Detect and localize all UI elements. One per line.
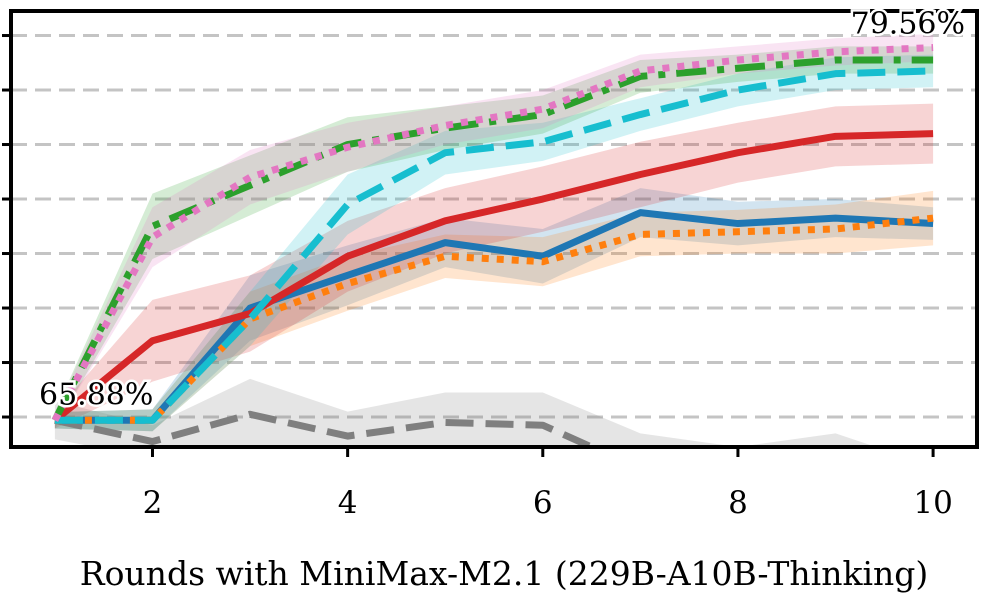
plot-frame bbox=[9, 9, 979, 449]
annotation-0: 65.88% bbox=[39, 377, 153, 412]
axis-ticks: 2 4 6 8 10 bbox=[2, 34, 953, 521]
green-dashdot-line bbox=[51, 56, 934, 422]
red-solid-line bbox=[52, 130, 934, 424]
confidence-bands bbox=[54, 33, 934, 447]
pink-dotted-line bbox=[51, 44, 934, 422]
orange-dotted-band bbox=[54, 190, 934, 432]
blue-solid-band bbox=[54, 188, 934, 432]
series-lines bbox=[51, 44, 934, 447]
cyan-dashed-band bbox=[54, 54, 934, 432]
x-tick-label-1: 4 bbox=[338, 485, 358, 521]
x-axis-label: Rounds with MiniMax-M2.1 (229B-A10B-Thin… bbox=[80, 554, 929, 593]
blue-solid-line bbox=[54, 209, 934, 424]
x-tick-label-0: 2 bbox=[143, 485, 163, 521]
x-tick-label-3: 8 bbox=[728, 485, 748, 521]
x-tick-label-4: 10 bbox=[913, 485, 952, 521]
cyan-dashed-line bbox=[54, 67, 934, 424]
pink-dotted-band bbox=[54, 33, 934, 429]
annotations: 65.88% 79.56% bbox=[37, 4, 968, 415]
annotation-1: 79.56% bbox=[851, 7, 965, 42]
gray-dashed-band bbox=[54, 378, 877, 447]
gray-dashed-line bbox=[54, 410, 601, 447]
red-solid-band bbox=[54, 103, 934, 429]
gridlines bbox=[11, 34, 977, 419]
x-tick-label-2: 6 bbox=[533, 485, 553, 521]
